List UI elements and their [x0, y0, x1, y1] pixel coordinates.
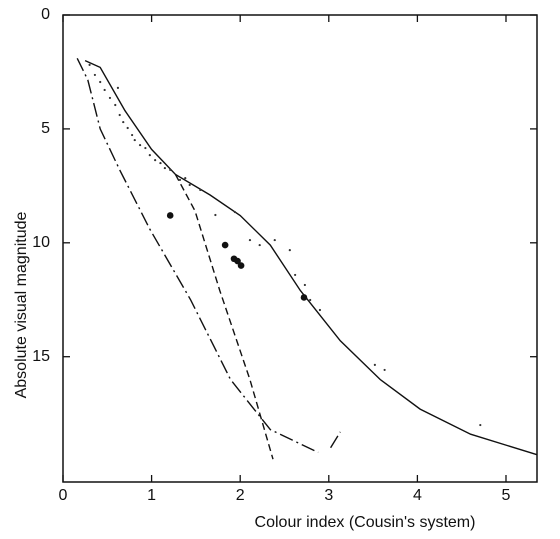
y-tick-label: 0: [41, 6, 50, 23]
data-point: [116, 86, 120, 89]
data-point: [300, 294, 308, 301]
data-point: [99, 80, 102, 84]
data-point: [126, 126, 129, 130]
data-point: [234, 257, 241, 265]
y-axis-label: Absolute visual magnitude: [13, 212, 30, 399]
data-point: [122, 120, 125, 124]
data-point: [93, 73, 96, 77]
x-tick-label: 3: [324, 487, 333, 504]
data-point: [103, 88, 106, 92]
curve: [174, 174, 274, 460]
data-point: [154, 159, 157, 162]
data-point: [273, 238, 276, 242]
data-point: [214, 213, 217, 217]
data-point: [248, 238, 252, 242]
data-point: [233, 210, 236, 214]
x-tick-label: 4: [413, 487, 422, 504]
data-point: [148, 154, 151, 157]
data-point: [114, 103, 117, 107]
x-tick-label: 1: [147, 487, 156, 504]
data-point: [383, 368, 386, 372]
data-point: [131, 133, 134, 137]
x-axis-label: Colour index (Cousin's system): [255, 514, 476, 531]
data-point: [178, 178, 182, 182]
x-tick-label: 2: [236, 487, 245, 504]
data-point: [258, 243, 261, 247]
data-point: [118, 113, 121, 117]
data-point: [309, 298, 312, 302]
data-point: [288, 248, 291, 252]
data-point: [303, 283, 306, 287]
data-point: [88, 63, 91, 66]
y-tick-label: 5: [41, 120, 50, 137]
data-point: [199, 188, 202, 192]
data-point: [479, 423, 482, 427]
x-tick-label: 5: [502, 487, 511, 504]
data-point: [184, 177, 187, 180]
data-point: [318, 308, 322, 312]
data-point: [133, 138, 136, 142]
data-point: [169, 168, 172, 172]
plot-frame: [62, 14, 538, 483]
data-point: [221, 241, 229, 249]
y-tick-label: 15: [32, 348, 50, 365]
data-point: [138, 143, 142, 147]
data-point: [108, 96, 112, 100]
data-point: [159, 161, 162, 165]
y-tick-label: 10: [32, 234, 50, 251]
data-point: [294, 273, 297, 277]
data-point: [144, 146, 147, 150]
curve: [76, 57, 319, 454]
curve: [84, 59, 538, 456]
data-point: [166, 212, 174, 219]
data-point: [373, 363, 376, 367]
x-tick-label: 0: [59, 487, 68, 504]
curve: [330, 431, 341, 449]
data-point: [237, 262, 245, 269]
data-point: [163, 166, 166, 170]
data-point: [188, 183, 191, 187]
